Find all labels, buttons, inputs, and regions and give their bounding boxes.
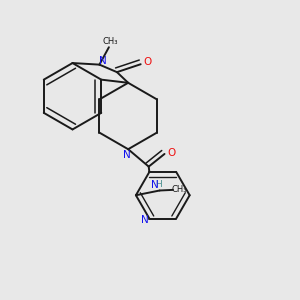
- Text: O: O: [143, 57, 152, 67]
- Text: CH₃: CH₃: [103, 37, 118, 46]
- Text: O: O: [167, 148, 175, 158]
- Text: N: N: [99, 56, 107, 65]
- Text: CH₃: CH₃: [172, 185, 187, 194]
- Text: N: N: [151, 180, 158, 190]
- Text: N: N: [141, 215, 148, 225]
- Text: N: N: [123, 150, 130, 160]
- Text: H: H: [155, 180, 161, 189]
